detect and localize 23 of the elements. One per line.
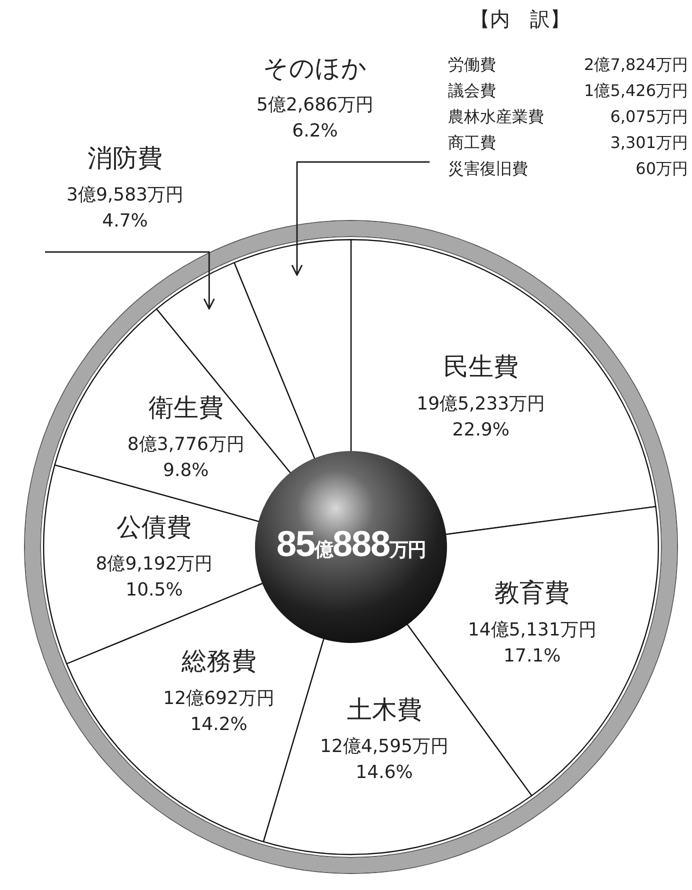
slice-label: 消防費 — [88, 144, 162, 172]
slice-label: そのほか — [263, 54, 367, 82]
slice-label: 土木費 — [346, 694, 422, 724]
data-label: 3億9,583万円 4.7% — [66, 184, 184, 232]
data-label: 19億5,233万円 22.9% — [416, 393, 546, 440]
data-label: 8億9,192万円 10.5% — [96, 553, 213, 600]
slice-label: 公債費 — [116, 512, 192, 542]
slice-label: 教育費 — [494, 578, 570, 608]
text: 85億888万円 — [276, 523, 426, 564]
data-label: 12億692万円 14.2% — [163, 688, 274, 735]
data-label: 14億5,131万円 17.1% — [468, 619, 596, 666]
data-label: 8億3,776万円 9.8% — [127, 434, 244, 481]
text: 災害復旧費 60万円 — [448, 159, 688, 178]
text: 商工費 3,301万円 — [448, 133, 688, 152]
text: 農林水産業費 6,075万円 — [448, 107, 688, 126]
slice-label: 衛生費 — [148, 392, 224, 422]
data-label: 5億2,686万円 6.2% — [256, 94, 374, 142]
slice-label: 民生費 — [443, 352, 518, 382]
slice-label: 総務費 — [180, 646, 256, 676]
text: 【内 訳】 — [470, 6, 570, 33]
text: 労働費 2億7,824万円 — [448, 55, 688, 74]
text: 議会費 1億5,426万円 — [448, 81, 688, 100]
data-label: 12億4,595万円 14.6% — [320, 736, 448, 783]
